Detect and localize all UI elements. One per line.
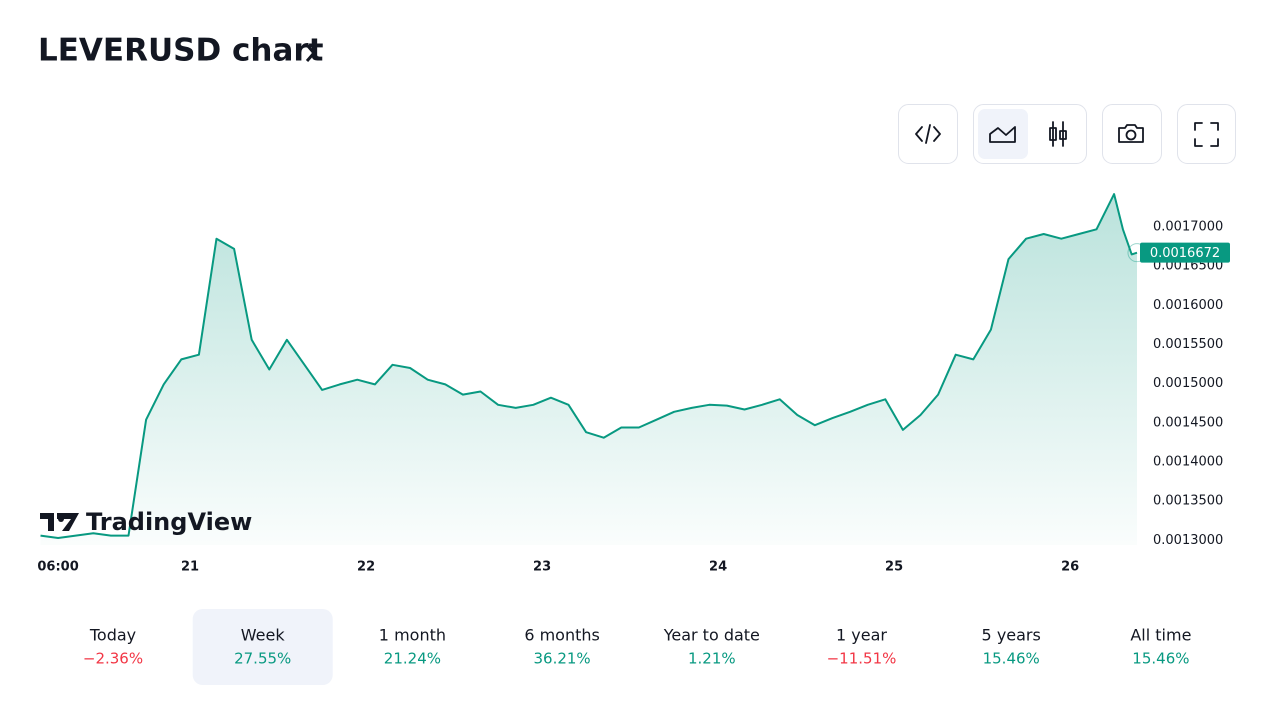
y-tick-label: 0.0013000	[1153, 533, 1223, 548]
fullscreen-button[interactable]	[1177, 104, 1236, 164]
period-change: 21.24%	[384, 650, 441, 668]
chart-title[interactable]: LEVERUSD chart	[38, 33, 324, 69]
plot: 0.0013000 0.0013500 0.0014000 0.0014500 0.00…	[37, 193, 1230, 575]
y-tick-label: 0.0017000	[1153, 219, 1223, 234]
price-line	[40, 193, 1138, 539]
period-change: 15.46%	[1132, 650, 1189, 668]
x-tick-label: 23	[533, 560, 551, 575]
period-tab[interactable]: 1 year −11.51%	[827, 626, 897, 668]
period-tab[interactable]: Year to date 1.21%	[663, 626, 760, 668]
last-value-badge	[1140, 242, 1230, 263]
period-tab[interactable]: All time 15.46%	[1130, 626, 1191, 668]
fullscreen-icon	[1194, 122, 1219, 147]
snapshot-button[interactable]	[1102, 104, 1162, 164]
period-label: 5 years	[982, 626, 1041, 645]
period-change: 36.21%	[533, 650, 590, 668]
title-chevron[interactable]	[305, 44, 316, 62]
camera-lens	[1125, 129, 1137, 141]
watermark: TradingView	[86, 508, 252, 536]
period-label: Today	[89, 626, 136, 645]
area-fill	[40, 194, 1138, 545]
period-label: 1 year	[836, 626, 887, 645]
period-label: Year to date	[663, 626, 760, 645]
candle-button[interactable]	[1049, 121, 1067, 147]
period-change: 27.55%	[234, 650, 291, 668]
y-tick-label: 0.0014500	[1153, 415, 1223, 430]
period-label: 6 months	[524, 626, 600, 645]
period-tab[interactable]: 5 years 15.46%	[982, 626, 1041, 668]
period-tab[interactable]: Week 27.55%	[192, 609, 333, 685]
period-change: −2.36%	[83, 650, 143, 668]
x-tick-label: 22	[357, 560, 375, 575]
period-change: 1.21%	[688, 650, 736, 668]
last-value-label: 0.0016672	[1150, 246, 1220, 261]
period-label: All time	[1130, 626, 1191, 645]
x-tick-label: 25	[885, 560, 903, 575]
period-label: Week	[241, 626, 286, 645]
period-tab[interactable]: 6 months 36.21%	[524, 626, 600, 668]
area-button[interactable]	[978, 109, 1028, 159]
y-tick-label: 0.0016000	[1153, 298, 1223, 313]
area-icon	[989, 126, 1016, 143]
x-tick-label: 26	[1061, 560, 1079, 575]
y-tick-label: 0.0015500	[1153, 337, 1223, 352]
tv-logo-dot	[58, 516, 64, 522]
period-tabs: Today −2.36% Week 27.55% 1 month 21.24% 6 mont…	[83, 609, 1191, 685]
period-tab[interactable]: Today −2.36%	[83, 626, 143, 668]
y-tick-label: 0.0015000	[1153, 376, 1223, 391]
period-change: 15.46%	[983, 650, 1040, 668]
period-tab[interactable]: 1 month 21.24%	[379, 626, 446, 668]
x-tick-label: 21	[181, 560, 199, 575]
tab-selected-bg	[192, 609, 333, 685]
camera-icon	[1118, 124, 1144, 143]
embed-icon	[915, 124, 941, 144]
period-label: 1 month	[379, 626, 446, 645]
y-tick-label: 0.0013500	[1153, 494, 1223, 509]
period-change: −11.51%	[827, 650, 897, 668]
tv-logo	[40, 513, 79, 531]
y-tick-label: 0.0014000	[1153, 454, 1223, 469]
x-tick-label: 24	[709, 560, 727, 575]
x-tick-label: 06:00	[37, 560, 78, 575]
